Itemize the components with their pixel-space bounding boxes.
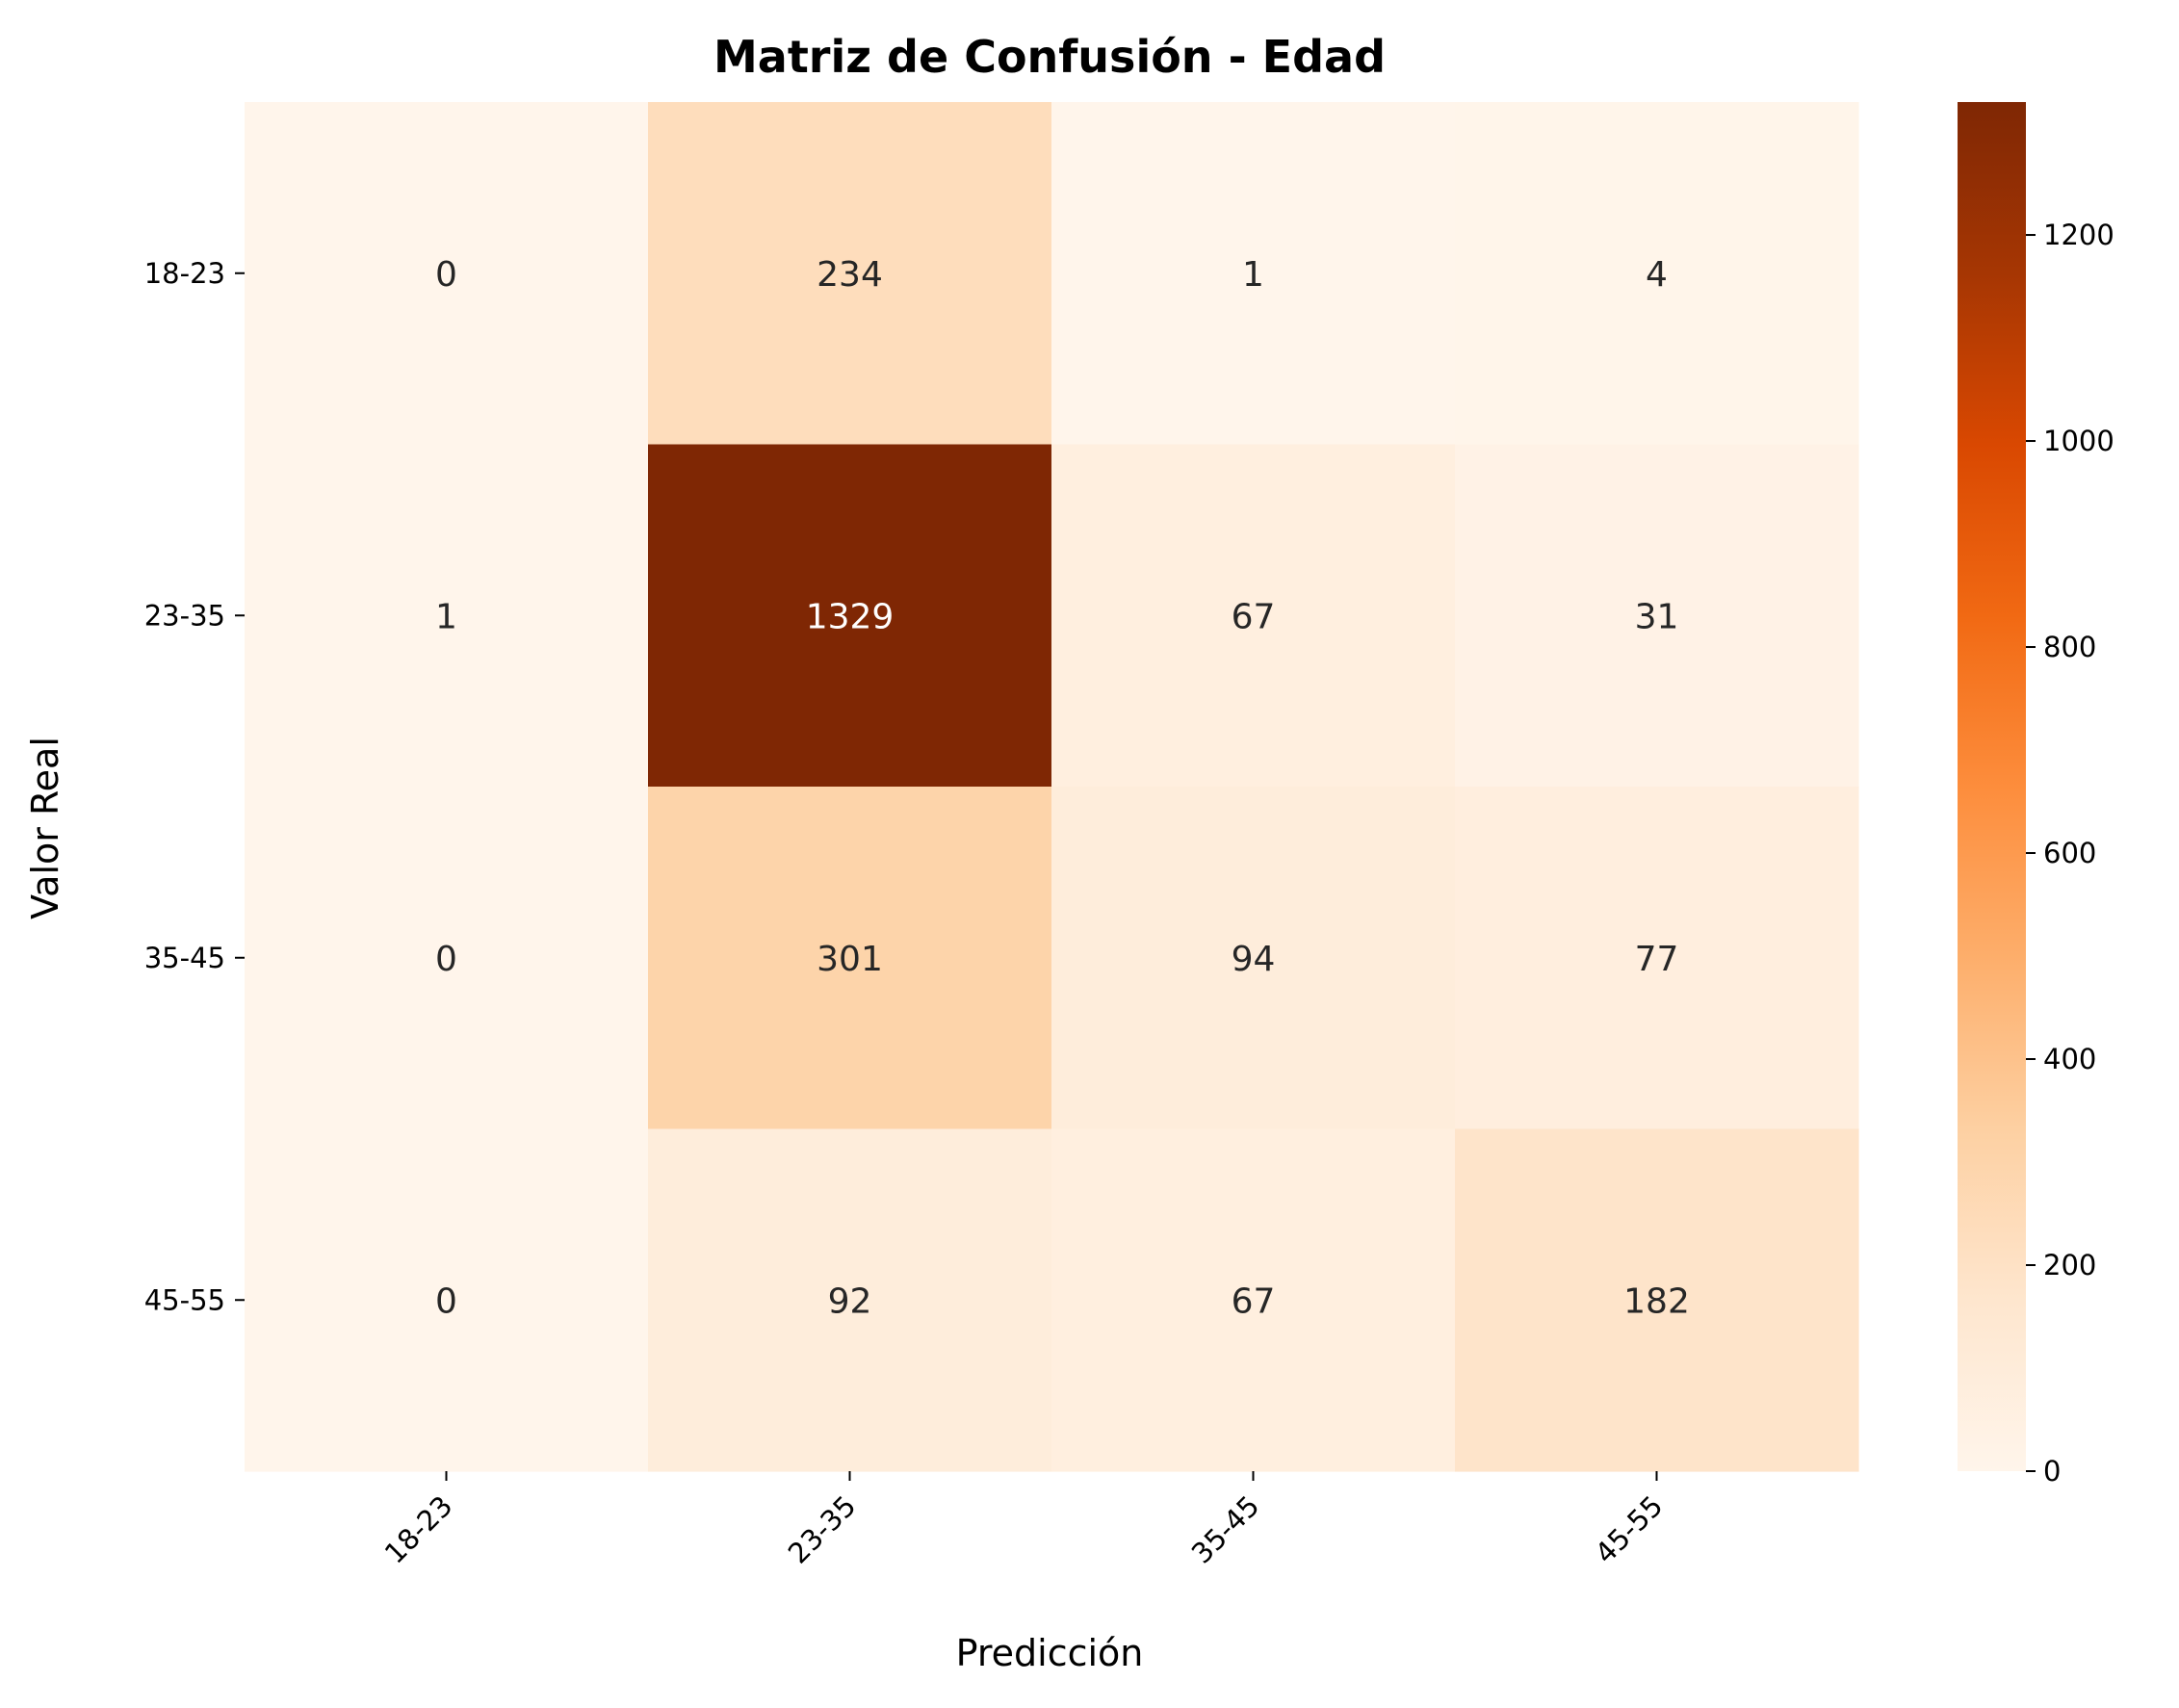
colorbar-tick-label: 200: [2043, 1249, 2096, 1281]
x-axis-ticks: 18-23 23-35 35-45 45-55: [378, 1471, 1670, 1570]
heatmap-cell: [245, 787, 649, 1130]
colorbar-tick-label: 1200: [2043, 219, 2114, 251]
heatmap-cell: [1051, 102, 1456, 446]
cell-value-label: 234: [817, 255, 883, 295]
heatmap-cell: [1051, 787, 1456, 1130]
heatmap-cells: [245, 102, 1859, 1472]
cell-value-label: 0: [435, 255, 457, 295]
cell-value-label: 1: [435, 597, 457, 636]
cell-value-label: 31: [1635, 597, 1679, 636]
colorbar-tick-label: 0: [2043, 1455, 2061, 1488]
cell-value-label: 67: [1232, 597, 1276, 636]
heatmap-cell: [1051, 444, 1456, 788]
heatmap-cell: [245, 1128, 649, 1472]
cell-value-label: 94: [1232, 940, 1276, 979]
x-tick-label: 35-45: [1185, 1489, 1266, 1570]
y-tick-label: 45-55: [144, 1283, 225, 1316]
heatmap-cell: [648, 444, 1052, 788]
y-axis-label: Valor Real: [24, 737, 66, 919]
colorbar-tick-label: 1000: [2043, 425, 2114, 457]
colorbar-tick-label: 600: [2043, 837, 2096, 869]
heatmap-cell: [245, 102, 649, 446]
heatmap-cell: [1455, 444, 1859, 788]
cell-value-label: 1329: [806, 597, 895, 636]
heatmap-cell: [1455, 1128, 1859, 1472]
heatmap-cell: [1455, 102, 1859, 446]
cell-value-label: 301: [817, 940, 883, 979]
cell-value-label: 77: [1635, 940, 1679, 979]
heatmap-cell-labels: 0 234 1 4 1 1329 67 31 0 301 94 77 0 92 67 182: [435, 255, 1690, 1322]
x-tick-label: 45-55: [1589, 1489, 1670, 1570]
cell-value-label: 4: [1646, 255, 1668, 295]
heatmap-cell: [648, 102, 1052, 446]
y-tick-label: 18-23: [144, 257, 225, 290]
colorbar: [1958, 102, 2026, 1471]
cell-value-label: 67: [1232, 1281, 1276, 1321]
colorbar-tick-label: 800: [2043, 631, 2096, 663]
x-tick-label: 23-35: [782, 1489, 863, 1570]
y-axis-ticks: 18-23 23-35 35-45 45-55: [144, 257, 245, 1316]
heatmap-cell: [648, 1128, 1052, 1472]
chart-title: Matriz de Confusión - Edad: [713, 31, 1386, 83]
heatmap-cell: [648, 787, 1052, 1130]
cell-value-label: 182: [1623, 1281, 1690, 1321]
colorbar-tick-label: 400: [2043, 1043, 2096, 1075]
y-tick-label: 23-35: [144, 599, 225, 632]
colorbar-ticks: 0 200 400 600 800 1000 1200: [2026, 219, 2114, 1488]
heatmap-cell: [245, 444, 649, 788]
cell-value-label: 92: [828, 1281, 872, 1321]
heatmap-cell: [1455, 787, 1859, 1130]
cell-value-label: 1: [1242, 255, 1264, 295]
y-tick-label: 35-45: [144, 942, 225, 974]
heatmap-cell: [1051, 1128, 1456, 1472]
cell-value-label: 0: [435, 1281, 457, 1321]
cell-value-label: 0: [435, 940, 457, 979]
x-axis-label: Predicción: [956, 1632, 1144, 1674]
x-tick-label: 18-23: [378, 1489, 459, 1570]
